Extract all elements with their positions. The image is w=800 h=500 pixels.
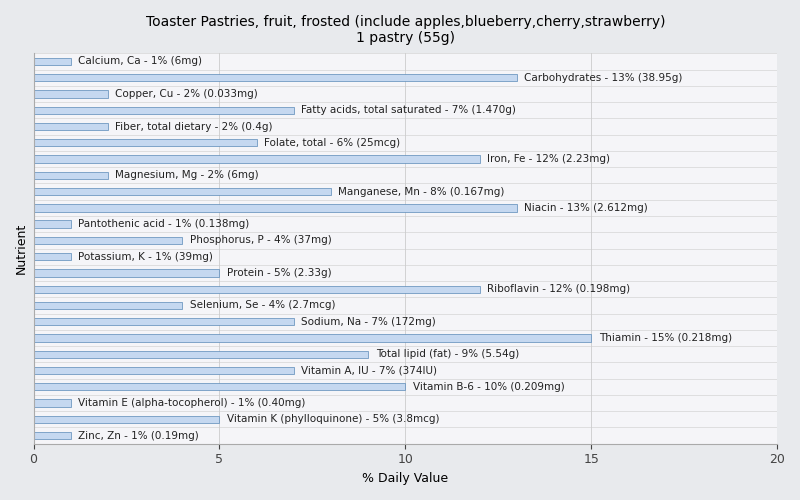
Text: Magnesium, Mg - 2% (6mg): Magnesium, Mg - 2% (6mg) — [115, 170, 259, 180]
Text: Carbohydrates - 13% (38.95g): Carbohydrates - 13% (38.95g) — [524, 72, 682, 83]
Text: Phosphorus, P - 4% (37mg): Phosphorus, P - 4% (37mg) — [190, 236, 331, 246]
Bar — [34, 204, 517, 212]
Title: Toaster Pastries, fruit, frosted (include apples,blueberry,cherry,strawberry)
1 : Toaster Pastries, fruit, frosted (includ… — [146, 15, 665, 45]
Bar — [34, 106, 294, 114]
Bar — [34, 334, 591, 342]
Bar — [34, 253, 70, 260]
Bar — [34, 220, 70, 228]
Text: Fiber, total dietary - 2% (0.4g): Fiber, total dietary - 2% (0.4g) — [115, 122, 273, 132]
Bar — [34, 367, 294, 374]
Bar — [34, 90, 108, 98]
Bar — [34, 172, 108, 179]
Bar — [34, 123, 108, 130]
Bar — [34, 74, 517, 82]
Text: Protein - 5% (2.33g): Protein - 5% (2.33g) — [227, 268, 331, 278]
Bar — [34, 302, 182, 309]
Text: Sodium, Na - 7% (172mg): Sodium, Na - 7% (172mg) — [302, 316, 436, 326]
Bar — [34, 400, 70, 406]
Bar — [34, 58, 70, 65]
Text: Vitamin B-6 - 10% (0.209mg): Vitamin B-6 - 10% (0.209mg) — [413, 382, 565, 392]
X-axis label: % Daily Value: % Daily Value — [362, 472, 448, 485]
Bar — [34, 432, 70, 439]
Text: Zinc, Zn - 1% (0.19mg): Zinc, Zn - 1% (0.19mg) — [78, 430, 199, 440]
Bar — [34, 236, 182, 244]
Bar — [34, 383, 406, 390]
Text: Copper, Cu - 2% (0.033mg): Copper, Cu - 2% (0.033mg) — [115, 89, 258, 99]
Text: Manganese, Mn - 8% (0.167mg): Manganese, Mn - 8% (0.167mg) — [338, 186, 505, 196]
Bar — [34, 350, 368, 358]
Text: Thiamin - 15% (0.218mg): Thiamin - 15% (0.218mg) — [598, 333, 732, 343]
Text: Fatty acids, total saturated - 7% (1.470g): Fatty acids, total saturated - 7% (1.470… — [302, 105, 516, 115]
Text: Potassium, K - 1% (39mg): Potassium, K - 1% (39mg) — [78, 252, 213, 262]
Text: Niacin - 13% (2.612mg): Niacin - 13% (2.612mg) — [524, 203, 648, 213]
Bar — [34, 318, 294, 326]
Bar — [34, 156, 480, 162]
Bar — [34, 188, 331, 195]
Text: Vitamin A, IU - 7% (374IU): Vitamin A, IU - 7% (374IU) — [302, 366, 438, 376]
Bar — [34, 270, 219, 276]
Bar — [34, 286, 480, 293]
Bar — [34, 139, 257, 146]
Text: Calcium, Ca - 1% (6mg): Calcium, Ca - 1% (6mg) — [78, 56, 202, 66]
Text: Pantothenic acid - 1% (0.138mg): Pantothenic acid - 1% (0.138mg) — [78, 219, 250, 229]
Text: Riboflavin - 12% (0.198mg): Riboflavin - 12% (0.198mg) — [487, 284, 630, 294]
Text: Vitamin E (alpha-tocopherol) - 1% (0.40mg): Vitamin E (alpha-tocopherol) - 1% (0.40m… — [78, 398, 306, 408]
Bar — [34, 416, 219, 423]
Text: Vitamin K (phylloquinone) - 5% (3.8mcg): Vitamin K (phylloquinone) - 5% (3.8mcg) — [227, 414, 439, 424]
Text: Total lipid (fat) - 9% (5.54g): Total lipid (fat) - 9% (5.54g) — [375, 350, 519, 360]
Y-axis label: Nutrient: Nutrient — [15, 223, 28, 274]
Text: Selenium, Se - 4% (2.7mcg): Selenium, Se - 4% (2.7mcg) — [190, 300, 335, 310]
Text: Iron, Fe - 12% (2.23mg): Iron, Fe - 12% (2.23mg) — [487, 154, 610, 164]
Text: Folate, total - 6% (25mcg): Folate, total - 6% (25mcg) — [264, 138, 400, 148]
